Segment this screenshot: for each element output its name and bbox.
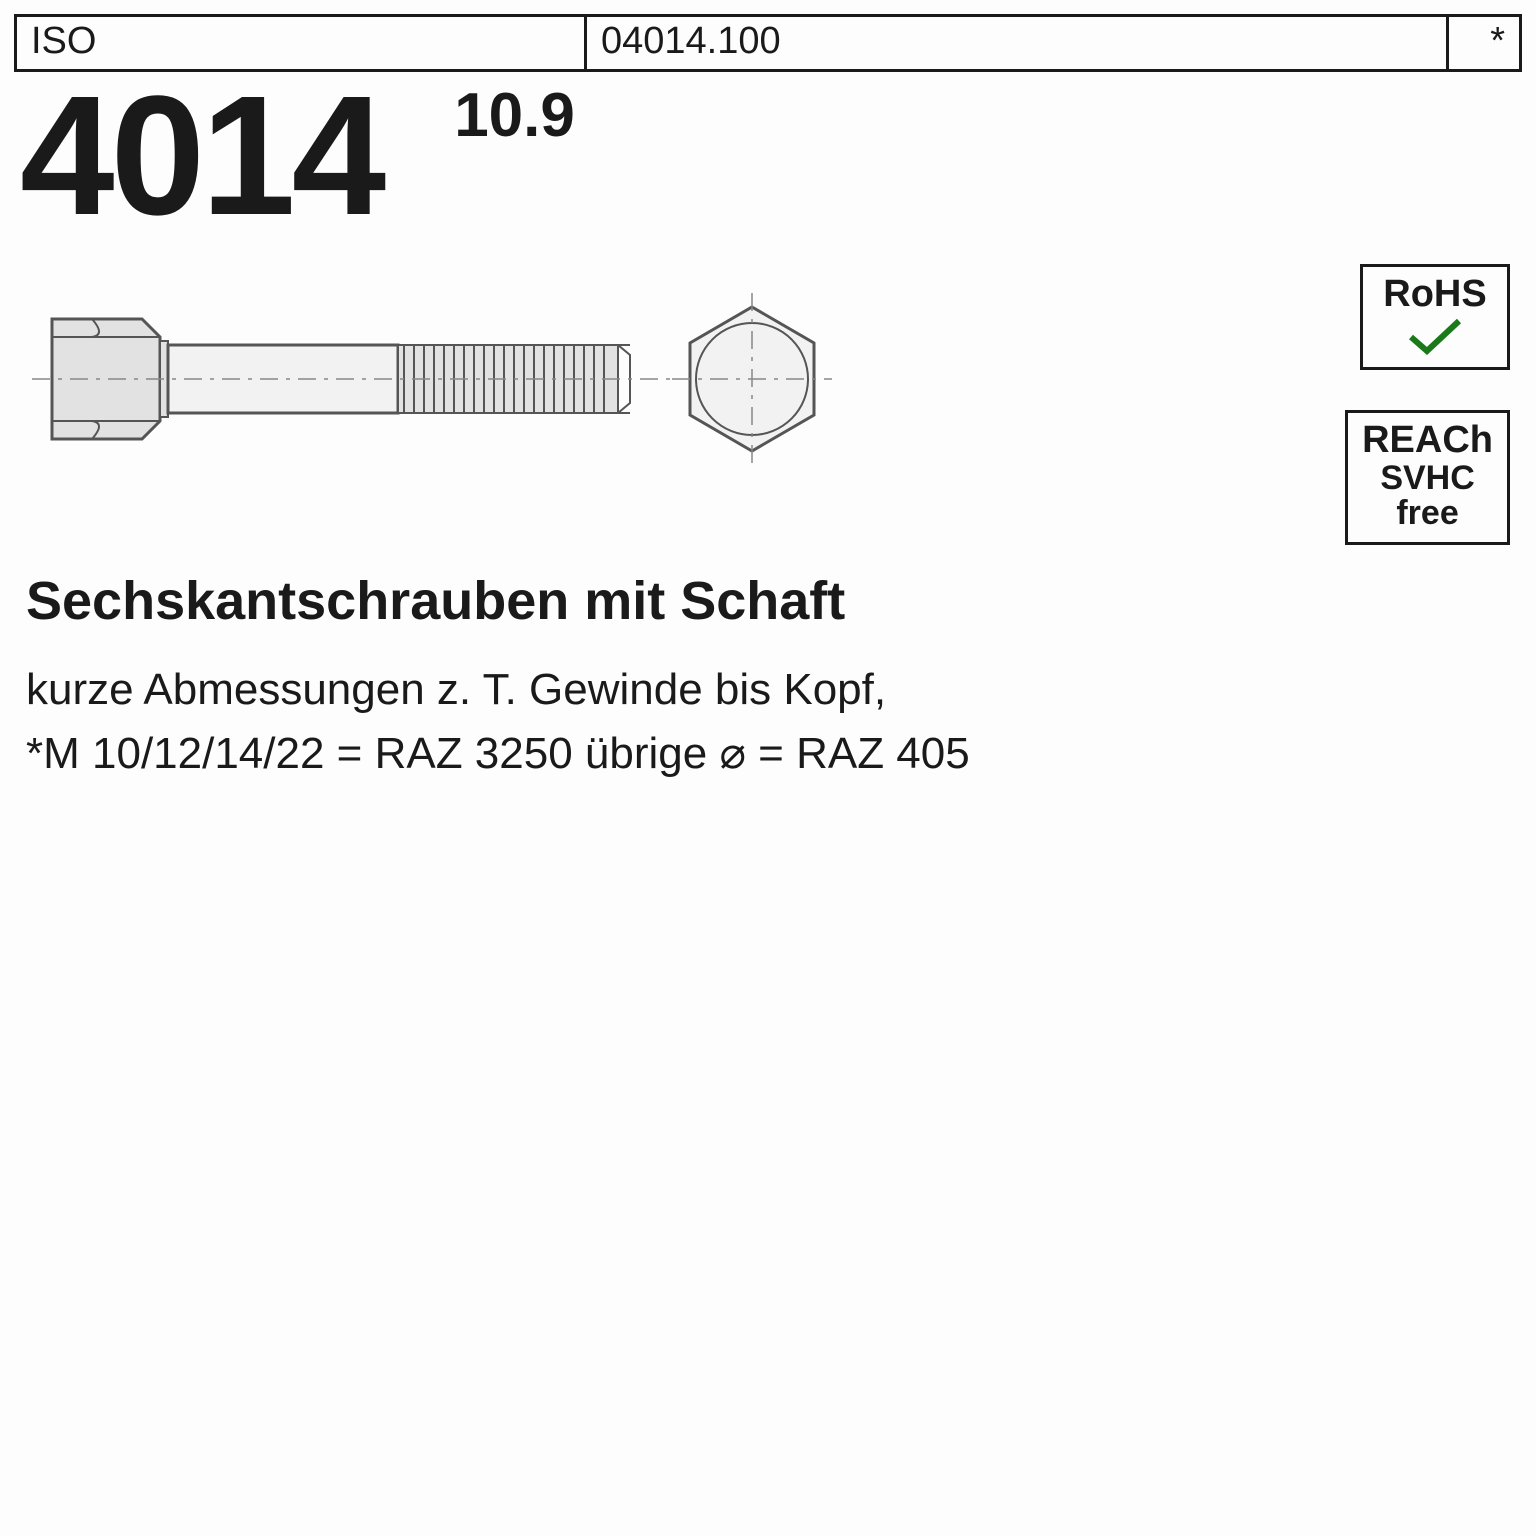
header-mark: * bbox=[1449, 17, 1519, 69]
rohs-badge: RoHS bbox=[1360, 264, 1510, 370]
compliance-badges: RoHS REACh SVHC free bbox=[1345, 264, 1510, 545]
reach-line-2: SVHC bbox=[1362, 461, 1493, 497]
check-icon bbox=[1405, 317, 1465, 357]
description-title: Sechskantschrauben mit Schaft bbox=[26, 570, 1522, 632]
description-block: Sechskantschrauben mit Schaft kurze Abme… bbox=[14, 570, 1522, 786]
strength-grade: 10.9 bbox=[454, 80, 575, 151]
datasheet: ISO 04014.100 * 4014 10.9 bbox=[14, 14, 1522, 786]
technical-drawing bbox=[14, 289, 1522, 474]
header-code: 04014.100 bbox=[587, 17, 1449, 69]
title-row: 4014 10.9 bbox=[14, 66, 1522, 238]
description-line-2: *M 10/12/14/22 = RAZ 3250 übrige ⌀ = RAZ… bbox=[26, 722, 1522, 786]
description-line-1: kurze Abmessungen z. T. Gewinde bis Kopf… bbox=[26, 658, 1522, 722]
bolt-drawing-svg bbox=[32, 289, 852, 469]
reach-line-1: REACh bbox=[1362, 421, 1493, 461]
rohs-label: RoHS bbox=[1377, 275, 1493, 315]
reach-badge: REACh SVHC free bbox=[1345, 410, 1510, 545]
standard-number: 4014 bbox=[14, 66, 382, 238]
reach-line-3: free bbox=[1362, 496, 1493, 532]
